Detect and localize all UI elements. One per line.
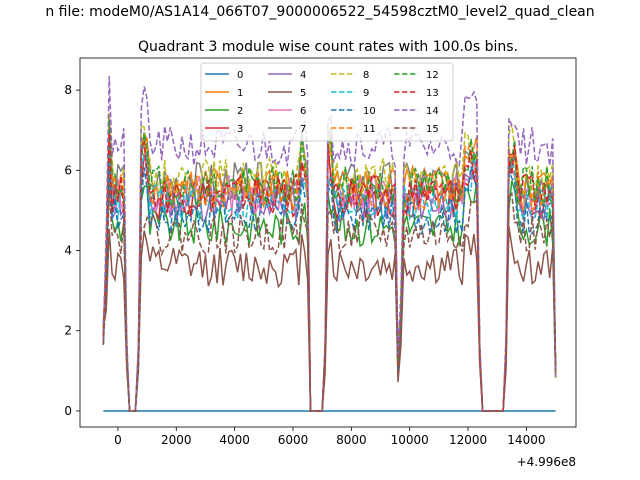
- chart-title: Quadrant 3 module wise count rates with …: [138, 39, 518, 55]
- y-tick-label: 0: [64, 404, 72, 418]
- axes-frame: [79, 57, 577, 428]
- legend-label: 2: [237, 106, 243, 117]
- legend-label: 9: [363, 88, 369, 99]
- legend-label: 6: [300, 106, 306, 117]
- legend-label: 3: [237, 124, 243, 135]
- legend-label: 15: [426, 124, 439, 135]
- x-tick-label: 4000: [219, 433, 250, 447]
- y-tick-label: 4: [64, 244, 72, 258]
- legend-label: 4: [300, 70, 306, 81]
- legend-label: 5: [300, 88, 306, 99]
- legend-label: 8: [363, 70, 369, 81]
- y-axis: 0 2 4 6 8: [64, 83, 80, 418]
- series-line-15: [102, 189, 557, 412]
- x-tick-label: 12000: [449, 433, 487, 447]
- series-line-13: [102, 132, 557, 412]
- x-tick-label: 2000: [161, 433, 192, 447]
- legend-label: 0: [237, 70, 243, 81]
- x-axis: 0 2000 4000 6000 8000 10000 12000 14000: [114, 427, 545, 447]
- legend-label: 13: [426, 88, 439, 99]
- legend-label: 11: [363, 124, 376, 135]
- legend-label: 12: [426, 70, 439, 81]
- figure-suptitle: n file: modeM0/AS1A14_066T07_9000006522_…: [45, 4, 594, 20]
- y-tick-label: 2: [64, 324, 72, 338]
- y-tick-label: 6: [64, 163, 72, 177]
- x-offset-label: +4.996e8: [517, 455, 576, 469]
- x-tick-label: 6000: [278, 433, 309, 447]
- x-tick-label: 14000: [507, 433, 545, 447]
- legend-label: 14: [426, 106, 439, 117]
- series-layer: [102, 75, 557, 412]
- series-line-8: [102, 112, 557, 412]
- y-tick-label: 8: [64, 83, 72, 97]
- x-tick-label: 0: [114, 433, 122, 447]
- x-tick-label: 10000: [391, 433, 429, 447]
- legend-box: [200, 62, 454, 142]
- x-tick-label: 8000: [336, 433, 367, 447]
- legend-label: 7: [300, 124, 306, 135]
- legend-label: 1: [237, 88, 243, 99]
- legend-label: 10: [363, 106, 376, 117]
